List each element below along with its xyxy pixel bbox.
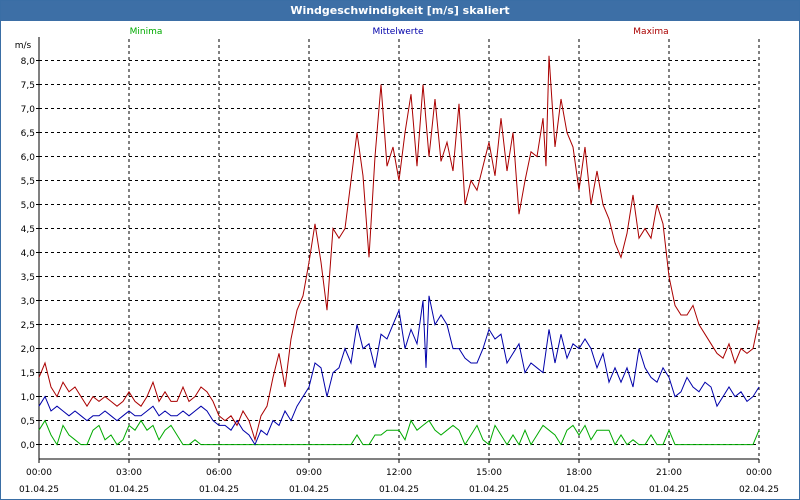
x-tick-time: 09:00: [296, 468, 322, 478]
x-tick-date: 01.04.25: [289, 485, 329, 495]
x-tick-time: 03:00: [116, 468, 142, 478]
x-tick-date: 01.04.25: [559, 485, 599, 495]
x-tick-time: 12:00: [386, 468, 412, 478]
y-axis-label: m/s: [15, 41, 32, 51]
y-tick-label: 7,5: [21, 81, 35, 91]
y-tick-label: 5,0: [21, 201, 36, 211]
x-tick-date: 01.04.25: [199, 485, 239, 495]
legend-item-minima: Minima: [130, 27, 163, 37]
x-tick-time: 00:00: [26, 468, 52, 478]
x-axis-ticks: 00:00 01.04.25 03:00 01.04.25 06:00 01.04.25 0…: [19, 459, 779, 495]
y-tick-label: 1,5: [21, 369, 35, 379]
x-tick-time: 21:00: [656, 468, 682, 478]
y-tick-label: 4,0: [21, 249, 36, 259]
x-tick-date: 01.04.25: [19, 485, 59, 495]
legend-item-mittelwerte: Mittelwerte: [372, 27, 423, 37]
x-tick-date: 01.04.25: [649, 485, 689, 495]
y-tick-label: 6,0: [21, 153, 36, 163]
legend: Minima Mittelwerte Maxima: [130, 27, 669, 37]
x-tick-date: 01.04.25: [469, 485, 509, 495]
series-lines: [38, 55, 760, 446]
y-tick-label: 2,0: [21, 345, 36, 355]
window-title: Windgeschwindigkeit [m/s] skaliert: [1, 1, 799, 21]
y-tick-label: 7,0: [21, 105, 36, 115]
y-tick-label: 0,0: [21, 441, 36, 451]
x-tick-date: 02.04.25: [739, 485, 779, 495]
y-tick-label: 3,0: [21, 297, 36, 307]
y-tick-label: 6,5: [21, 129, 35, 139]
x-tick-time: 06:00: [206, 468, 232, 478]
y-tick-label: 5,5: [21, 177, 35, 187]
y-tick-label: 4,5: [21, 225, 35, 235]
x-tick-date: 01.04.25: [379, 485, 419, 495]
y-tick-label: 1,0: [21, 393, 36, 403]
legend-item-maxima: Maxima: [633, 27, 668, 37]
y-axis-ticks: 0,0 0,5 1,0 1,5 2,0 2,5 3,0 3,5 4,0 4,5 5,0 5,5 6,0 6…: [21, 57, 39, 451]
y-tick-label: 3,5: [21, 273, 35, 283]
x-tick-date: 01.04.25: [109, 485, 149, 495]
series-line-mittelwerte: [38, 295, 760, 446]
x-tick-time: 18:00: [566, 468, 592, 478]
wind-speed-chart: 0,0 0,5 1,0 1,5 2,0 2,5 3,0 3,5 4,0 4,5 5,0 5,5 6,0 6…: [15, 27, 779, 495]
x-tick-time: 00:00: [746, 468, 772, 478]
x-tick-time: 15:00: [476, 468, 502, 478]
series-line-maxima: [38, 55, 760, 442]
y-tick-label: 8,0: [21, 57, 36, 67]
series-line-minima: [38, 419, 760, 446]
y-tick-label: 0,5: [21, 417, 35, 427]
y-tick-label: 2,5: [21, 321, 35, 331]
